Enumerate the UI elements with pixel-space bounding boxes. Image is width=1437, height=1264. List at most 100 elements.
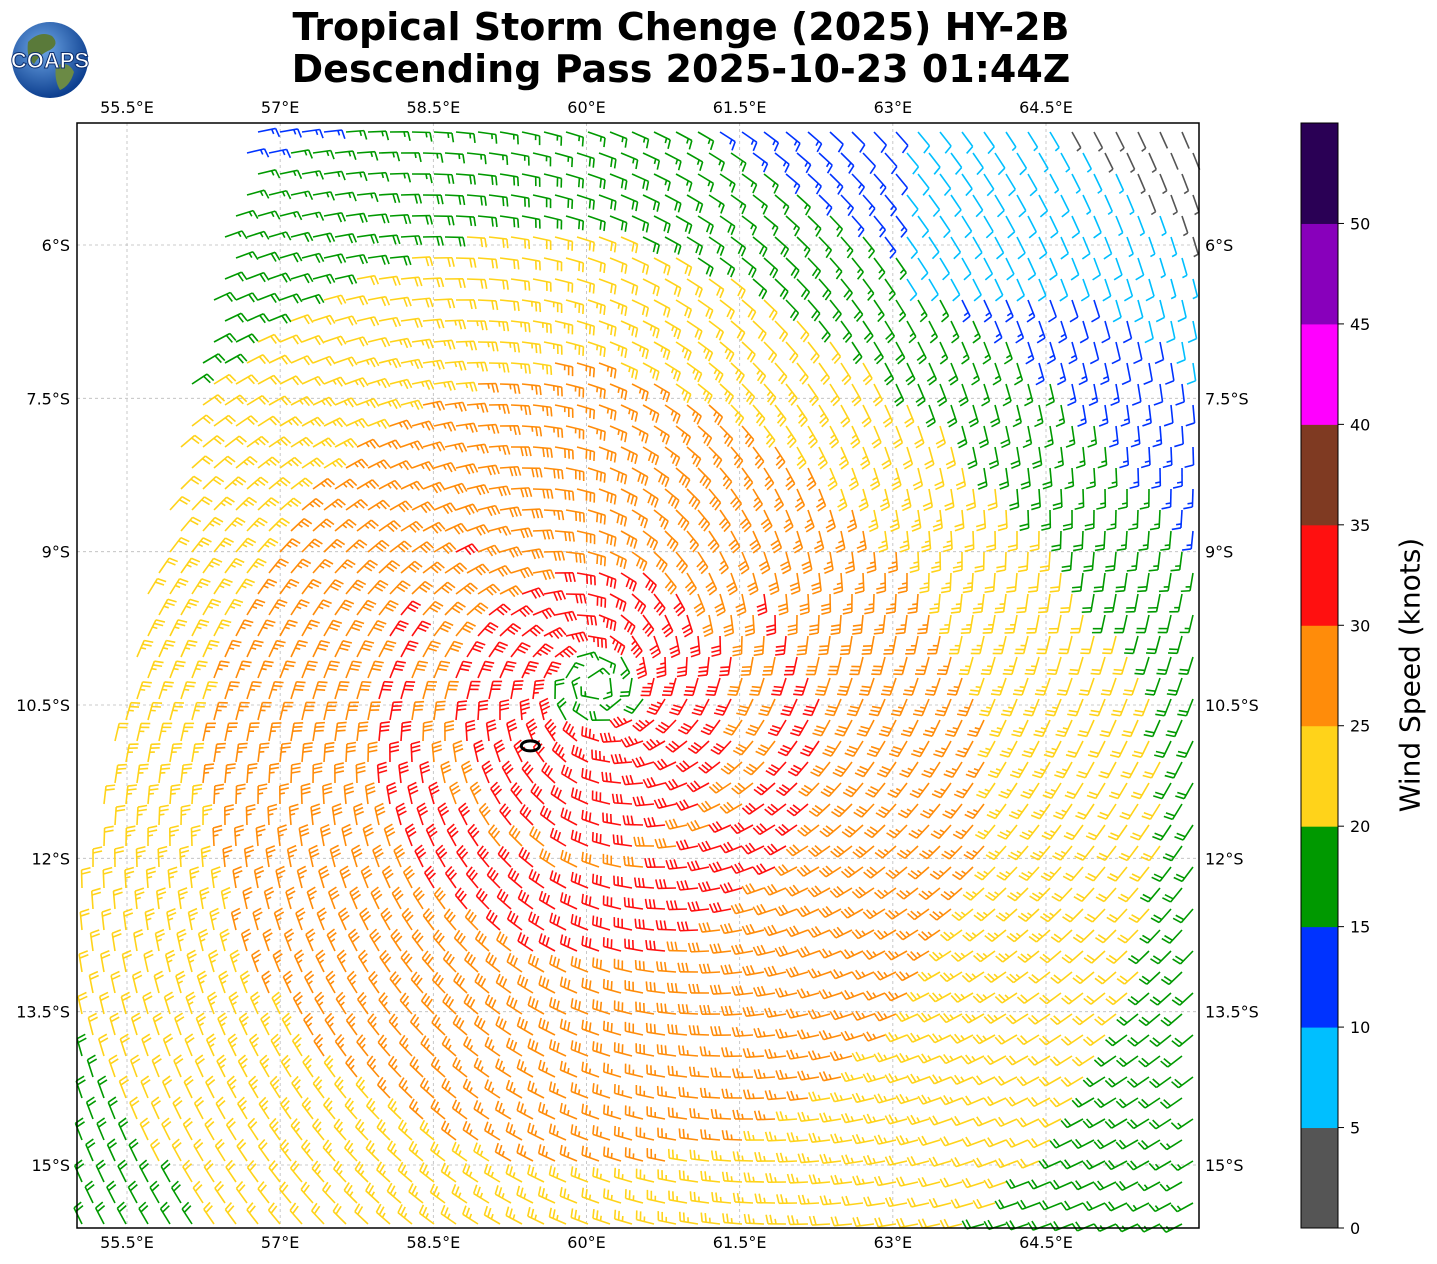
wind-barb [881, 446, 892, 470]
wind-barb [840, 1030, 864, 1042]
wind-barb [312, 477, 336, 490]
wind-barb [238, 1012, 249, 1036]
wind-barb [830, 614, 842, 636]
wind-barb [570, 787, 589, 805]
wind-barb [895, 299, 907, 323]
wind-barb [532, 236, 552, 250]
wind-barb [1129, 467, 1140, 490]
wind-barb [598, 236, 617, 253]
wind-barb [453, 972, 468, 994]
wind-barb [521, 173, 541, 187]
wind-barb [312, 1118, 325, 1141]
wind-barb [873, 173, 887, 196]
wind-barb [917, 1135, 941, 1147]
wind-barb [257, 537, 279, 553]
wind-barb [1109, 740, 1128, 758]
wind-barb [1033, 719, 1051, 738]
wind-barb [664, 404, 681, 424]
wind-barb [753, 635, 765, 657]
wind-barb [686, 362, 703, 383]
wind-barb [400, 152, 422, 163]
wind-barb [411, 620, 432, 637]
wind-barb [1104, 551, 1117, 572]
wind-barb [106, 1138, 117, 1162]
wind-barb [609, 383, 628, 401]
wind-barb [620, 404, 639, 422]
wind-barb [962, 887, 985, 901]
wind-barb [576, 278, 595, 294]
wind-barb [329, 844, 341, 868]
wind-barb [906, 194, 919, 217]
wind-barb [796, 152, 812, 174]
wind-barb [1027, 1013, 1051, 1025]
wind-barb [559, 976, 578, 994]
wind-barb [908, 824, 930, 839]
wind-barb [986, 530, 997, 552]
wind-barb [895, 971, 919, 982]
wind-barb [1165, 719, 1183, 738]
wind-barb [127, 1180, 138, 1204]
wind-barb [433, 462, 457, 473]
wind-barb [359, 907, 372, 931]
wind-barb [268, 436, 292, 448]
wind-barb [312, 599, 332, 616]
wind-barb [455, 700, 468, 721]
wind-barb [565, 631, 589, 643]
wind-barb [730, 446, 744, 469]
wind-barb [213, 455, 236, 469]
map-frame [76, 122, 1200, 1229]
colorbar-bin [1301, 1127, 1338, 1229]
wind-barb [1027, 1220, 1051, 1231]
wind-barb [939, 257, 950, 281]
wind-barb [609, 425, 628, 443]
wind-barb [357, 949, 369, 973]
wind-barb [349, 886, 362, 910]
wind-barb [551, 741, 567, 763]
wind-barb [848, 467, 859, 491]
wind-barb [1027, 131, 1039, 152]
wind-barb [624, 938, 644, 952]
wind-barb [696, 551, 709, 575]
wind-barb [301, 416, 325, 427]
wind-barb [642, 236, 660, 255]
wind-barb [796, 946, 820, 958]
wind-barb [884, 278, 896, 302]
wind-barb [811, 572, 822, 595]
wind-barb [587, 635, 607, 649]
wind-barb [785, 467, 796, 491]
wind-barb [261, 970, 272, 994]
wind-barb [565, 215, 585, 231]
wind-barb [992, 635, 1007, 655]
wind-barb [387, 1055, 402, 1078]
wind-barb [822, 740, 842, 757]
wind-barb [743, 1172, 765, 1183]
wind-barb [1054, 761, 1073, 779]
wind-barb [983, 1096, 1007, 1107]
wind-barb [990, 404, 1001, 428]
wind-barb [213, 414, 237, 427]
wind-barb [720, 1005, 743, 1016]
wind-barb [893, 656, 908, 676]
wind-barb [774, 446, 786, 470]
wind-barb [532, 320, 552, 334]
wind-barb [882, 404, 894, 428]
wind-barb [290, 517, 313, 532]
wind-barb [543, 425, 564, 438]
wind-barb [1065, 740, 1084, 758]
wind-barb [709, 943, 732, 954]
wind-barb [296, 865, 308, 889]
wind-barb [446, 823, 459, 847]
wind-barb [994, 1199, 1018, 1210]
wind-barb [774, 864, 798, 877]
wind-barb [180, 598, 199, 616]
colorbar-tick-label: 25 [1350, 717, 1370, 736]
wind-barb [934, 698, 952, 717]
wind-barb [642, 278, 660, 297]
wind-barb [786, 803, 809, 817]
wind-barb [312, 273, 336, 284]
wind-barb [452, 740, 464, 763]
wind-barb [624, 1189, 644, 1204]
wind-barb [519, 804, 534, 826]
wind-barb [418, 1204, 435, 1225]
wind-barb [964, 530, 975, 553]
